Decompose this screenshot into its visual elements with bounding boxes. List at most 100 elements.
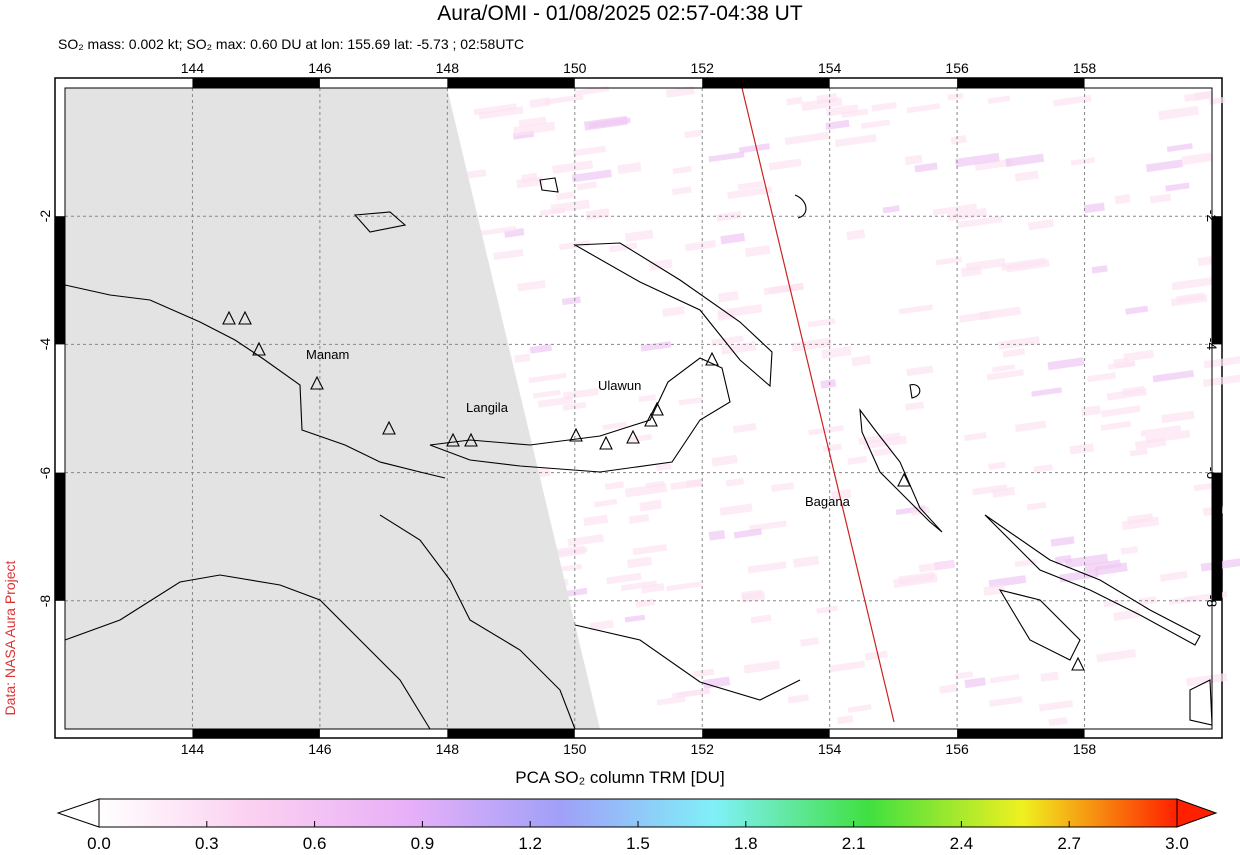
so2-pixel	[1183, 91, 1213, 103]
volcano-markers	[222, 310, 1085, 671]
so2-pixel	[847, 704, 872, 713]
volcano-label-manam: Manam	[306, 347, 350, 362]
so2-pixel	[898, 304, 933, 315]
so2-pixel	[1100, 405, 1141, 418]
so2-pixel	[741, 590, 766, 603]
gridlines	[65, 88, 1212, 729]
so2-pixel	[904, 154, 923, 166]
lon-tick-label: 150	[563, 60, 587, 76]
so2-pixel	[770, 482, 795, 492]
so2-pixel	[787, 693, 810, 704]
lon-tick-label: 156	[945, 741, 969, 757]
so2-pixel	[1203, 355, 1240, 369]
so2-pixel	[737, 180, 764, 191]
frame-tick-bars	[55, 78, 1222, 738]
so2-pixel	[1070, 157, 1096, 166]
so2-pixel	[727, 186, 773, 200]
so2-pixel	[718, 291, 739, 303]
so2-pixel	[662, 306, 685, 317]
so2-pixel	[638, 394, 657, 403]
colorbar-tick-label: 3.0	[1165, 834, 1189, 853]
so2-pixel	[561, 296, 581, 306]
so2-pixel	[974, 158, 1013, 171]
so2-pixel	[1134, 437, 1167, 450]
so2-pixel	[606, 572, 642, 585]
lat-tick-label: -6	[37, 466, 53, 479]
frame-bar	[55, 216, 65, 345]
so2-pixel	[954, 152, 1000, 168]
so2-pixel	[640, 341, 672, 352]
so2-pixel	[826, 104, 859, 117]
coastlines	[64, 177, 1213, 730]
so2-pixel	[1107, 360, 1135, 370]
colorbar-tick-label: 2.7	[1057, 834, 1081, 853]
so2-pixel	[793, 555, 820, 568]
so2-pixel	[1181, 152, 1212, 166]
so2-pixel	[478, 106, 524, 120]
so2-pixel	[821, 346, 852, 360]
so2-pixel	[1158, 105, 1199, 121]
so2-pixel	[1084, 559, 1122, 572]
so2-pixel	[678, 396, 703, 406]
colorbar-tick-label: 1.2	[518, 834, 542, 853]
so2-pixel	[544, 94, 584, 105]
lon-tick-label: 148	[435, 741, 459, 757]
chart-title: Aura/OMI - 01/08/2025 02:57-04:38 UT	[437, 2, 803, 25]
lat-tick-label: -4	[1204, 338, 1220, 351]
colorbar-tick-label: 2.1	[841, 834, 866, 853]
so2-pixel	[829, 660, 866, 673]
volcano-label-bagana: Bagana	[805, 494, 850, 509]
colorbar-tick-label: 0.9	[410, 834, 435, 853]
so2-pixel	[684, 129, 702, 139]
volcano-triangle-icon	[705, 351, 719, 366]
volcano-triangle-icon	[897, 472, 911, 487]
so2-pixel	[666, 581, 702, 592]
frame-bar	[957, 78, 1085, 88]
so2-pixel	[1100, 420, 1132, 431]
so2-pixel	[1129, 448, 1148, 457]
volcano-triangle-icon	[644, 412, 658, 427]
so2-pixel	[1170, 294, 1208, 307]
so2-pixel	[1125, 305, 1149, 315]
so2-pixel	[588, 117, 631, 129]
so2-pixel	[906, 365, 934, 377]
so2-pixel	[1005, 153, 1045, 167]
so2-pixel	[1145, 159, 1183, 173]
so2-pixel	[1048, 716, 1068, 727]
volcano-triangle-icon	[626, 429, 640, 444]
so2-pixel	[872, 447, 893, 457]
so2-pixel	[947, 92, 964, 101]
so2-pixel	[989, 673, 1020, 684]
so2-pixel	[987, 95, 1011, 104]
so2-pixel	[939, 683, 958, 694]
so2-pixel	[1114, 194, 1131, 205]
so2-pixel	[744, 245, 771, 258]
so2-pixel	[602, 421, 628, 431]
volcano-triangle-icon	[382, 420, 396, 435]
so2-pixel	[626, 556, 653, 569]
so2-pixel	[808, 425, 844, 436]
frame-bar	[55, 472, 65, 601]
lon-tick-label: 156	[945, 60, 969, 76]
so2-pixel	[988, 696, 1023, 707]
so2-pixel	[711, 454, 738, 467]
so2-pixel	[1040, 671, 1059, 682]
so2-pixel	[950, 135, 967, 145]
so2-pixel	[635, 598, 656, 608]
so2-pixel	[576, 181, 598, 191]
so2-pixel	[594, 498, 618, 508]
so2-pixel	[906, 103, 941, 114]
so2-pixel	[572, 145, 606, 157]
so2-pixel	[1200, 557, 1240, 572]
lat-tick-label: -8	[37, 594, 53, 608]
so2-pixel	[1208, 96, 1226, 105]
so2-pixel	[529, 344, 553, 354]
so2-pixel	[708, 530, 726, 541]
so2-pixel	[834, 134, 877, 148]
so2-pixel	[914, 162, 938, 173]
so2-pixel	[672, 165, 692, 175]
volcano-triangle-icon	[238, 310, 252, 325]
so2-pixel	[1140, 425, 1182, 437]
colorbar-tick-label: 0.0	[87, 834, 111, 853]
lon-tick-label: 146	[308, 60, 332, 76]
